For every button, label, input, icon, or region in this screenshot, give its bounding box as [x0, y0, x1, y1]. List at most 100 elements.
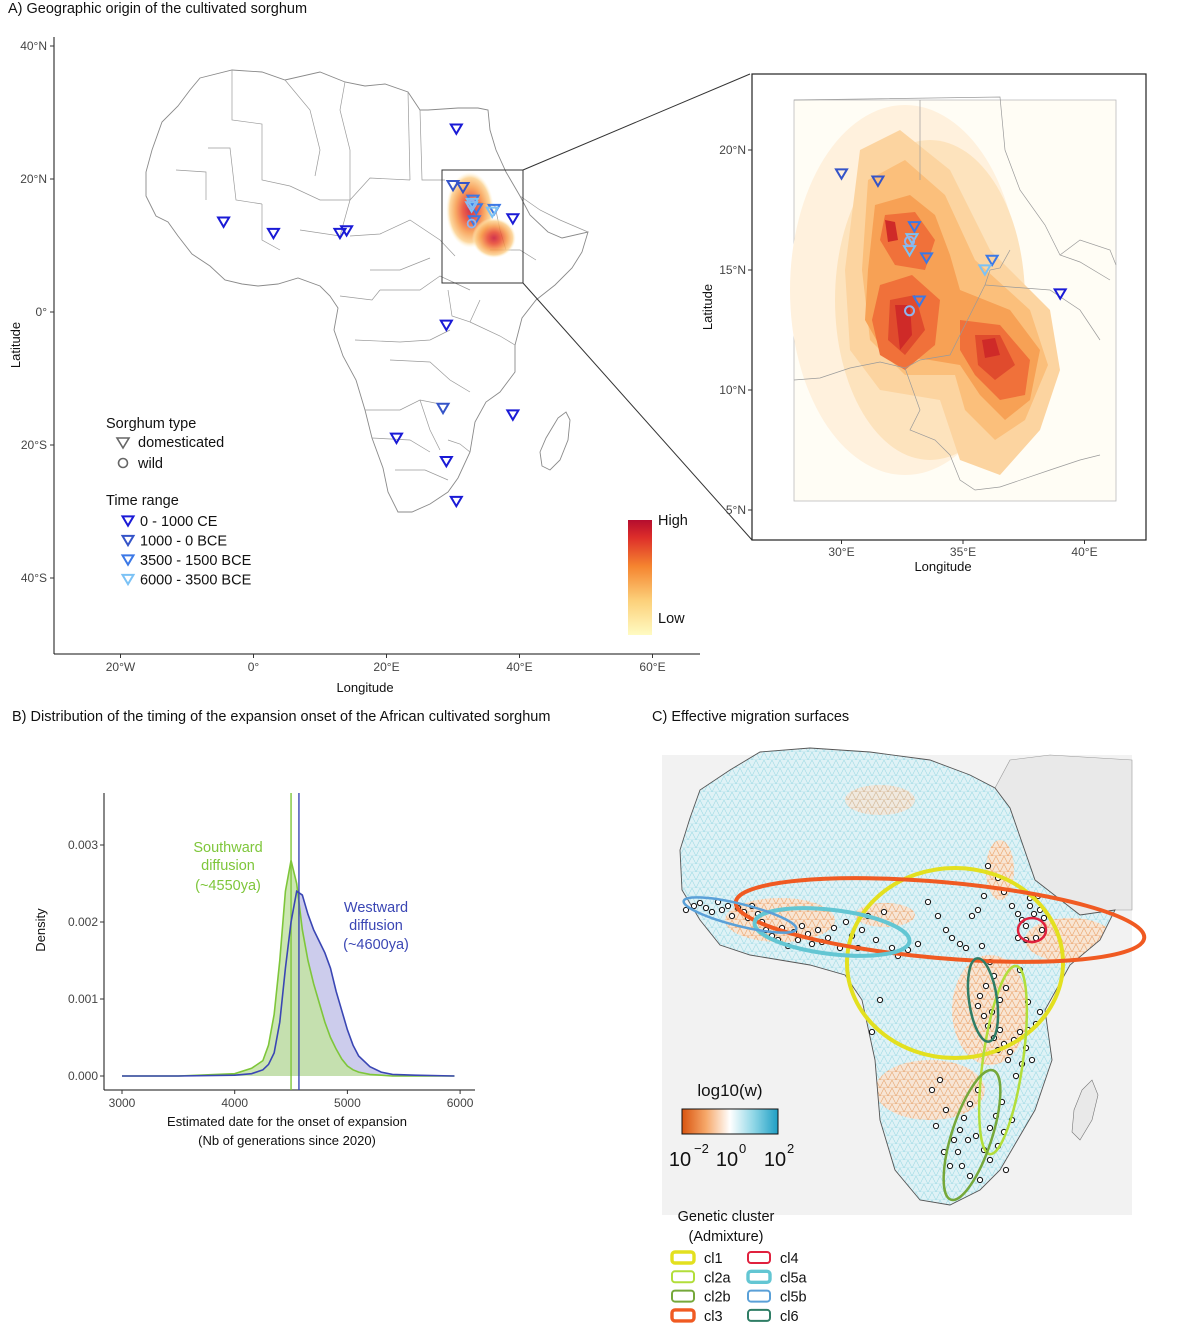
inset-density [790, 96, 1117, 502]
sample-point [1036, 1008, 1044, 1016]
density-line-westward [122, 889, 455, 1077]
map-point-domesticated [389, 432, 404, 445]
sample-point [924, 898, 932, 906]
sample-point [1006, 1048, 1014, 1056]
ellipse-cl2a [977, 964, 1029, 1156]
c-madagascar [1071, 1079, 1099, 1141]
sample-point [980, 1012, 988, 1020]
cluster-legend-swatch-cl4 [747, 1251, 771, 1264]
sample-point [972, 1132, 980, 1140]
sample-point [724, 902, 732, 910]
sample-point [1038, 926, 1046, 934]
cluster-legend-swatch-cl2b [671, 1289, 695, 1303]
madagascar-outline [539, 411, 571, 471]
sample-point [962, 944, 970, 952]
legend-time-title: Time range [106, 493, 179, 509]
sample-point [1040, 914, 1048, 922]
cluster-legend-swatch-cl5b [747, 1289, 771, 1303]
c-cluster-legend: Genetic cluster (Admixture) cl1cl2acl2bc… [670, 1209, 808, 1325]
a-ytick-label: 0° [36, 305, 48, 319]
b-xtick-label: 3000 [109, 1096, 136, 1110]
panel-a-inset: 20°N 15°N 10°N 5°N 30°E 35°E 40°E Latitude Lo… [700, 73, 1147, 574]
sample-point [956, 940, 964, 948]
sample-point [1008, 902, 1016, 910]
sample-point [682, 906, 690, 914]
b-ytick-label: 0.001 [68, 992, 98, 1006]
b-blue-label: Westward diffusion (~4600ya) [343, 900, 409, 953]
a-y-ticks: 40°N 20°N 0° 20°S 40°S [20, 39, 54, 585]
sample-point [830, 924, 838, 932]
sample-point [842, 918, 850, 926]
density-colorbar [628, 520, 652, 635]
a-xtick-label: 0° [248, 660, 260, 674]
cluster-legend-label-cl5b: cl5b [780, 1290, 807, 1306]
density-area-southward [122, 860, 455, 1076]
sample-point [942, 1106, 950, 1114]
ellipse-cl4 [1016, 916, 1048, 944]
legend-time-label: 3500 - 1500 BCE [140, 553, 252, 569]
b-green-label: Southward diffusion (~4550ya) [193, 840, 262, 894]
cluster-legend-label-cl6: cl6 [780, 1309, 799, 1325]
sample-point [946, 1162, 954, 1170]
ellipse-cl6 [966, 957, 1000, 1043]
sample-point [690, 902, 698, 910]
panel-b-title: B) Distribution of the timing of the exp… [12, 709, 551, 725]
map-point-domesticated [266, 227, 281, 241]
cluster-legend-items: cl1 cl2a cl2b cl3 cl4 cl5a cl5b cl6 [670, 1250, 808, 1325]
density-low-label: Low [658, 611, 685, 627]
map-point-domesticated [449, 495, 464, 509]
a-points [216, 123, 521, 509]
b-xtick-label: 5000 [334, 1096, 361, 1110]
inset-ytick-label: 5°N [726, 503, 746, 517]
legend-wild: wild [137, 456, 163, 472]
legend-time-items: 0 - 1000 CE 1000 - 0 BCE 3500 - 1500 BCE 60… [120, 514, 252, 589]
sample-point [976, 1176, 984, 1184]
sample-point [880, 908, 888, 916]
inset-x-ticks: 30°E 35°E 40°E [828, 540, 1098, 559]
sample-point [1016, 1028, 1024, 1036]
a-legend-time: Time range 0 - 1000 CE 1000 - 0 BCE 3500 -… [106, 493, 252, 589]
legend-time-icon [120, 515, 136, 528]
map-point-domesticated [339, 225, 354, 238]
cluster-legend-swatch-cl6 [747, 1308, 771, 1322]
sample-point [984, 862, 992, 870]
sample-point [932, 1122, 940, 1130]
map-point-domesticated [484, 206, 500, 219]
sample-point [958, 1162, 966, 1170]
panel-c-ems: log10(w) 10 −2 10 0 10 2 Genetic cluster… [662, 747, 1147, 1325]
ellipse-cl1 [845, 866, 1065, 1060]
inset-point-domesticated [984, 254, 1000, 268]
sample-point [814, 926, 822, 934]
inset-ylabel: Latitude [700, 284, 715, 330]
scale-tick-high: 10 [764, 1149, 786, 1171]
a-ytick-label: 40°S [21, 571, 47, 585]
b-ytick-label: 0.000 [68, 1069, 98, 1083]
b-xtick-label: 4000 [221, 1096, 248, 1110]
inset-ytick-label: 10°N [719, 383, 746, 397]
sample-point [980, 892, 988, 900]
sample-point [696, 899, 704, 907]
sample-point [960, 1114, 968, 1122]
legend-time-icon [120, 534, 136, 548]
sample-point [950, 1136, 958, 1144]
panel-a-map: 40°N 20°N 0° 20°S 40°S 20°W 0° 20°E 40°E 60°E La… [8, 37, 753, 695]
sample-point [976, 992, 984, 1000]
scale-colorbar [681, 1108, 779, 1135]
scale-exp-low: −2 [694, 1141, 709, 1156]
sample-point [1004, 1056, 1012, 1064]
legend-time-icon [120, 573, 136, 587]
inset-ytick-label: 15°N [719, 263, 746, 277]
map-point-domesticated [435, 402, 451, 416]
inset-point-domesticated [912, 295, 927, 308]
a-xlabel: Longitude [336, 680, 393, 695]
sample-point [914, 940, 922, 948]
sample-point [948, 934, 956, 942]
cluster-legend-label-cl4: cl4 [780, 1251, 799, 1267]
scale-exp-high: 2 [787, 1141, 794, 1156]
legend-time-label: 1000 - 0 BCE [140, 534, 227, 550]
blue-label-line1: Westward [344, 900, 408, 916]
inset-ytick-label: 20°N [719, 143, 746, 157]
b-xlabel-line2: (Nb of generations since 2020) [198, 1133, 376, 1148]
inset-xtick-label: 40°E [1071, 545, 1097, 559]
cluster-legend-label-cl2a: cl2a [704, 1270, 732, 1286]
